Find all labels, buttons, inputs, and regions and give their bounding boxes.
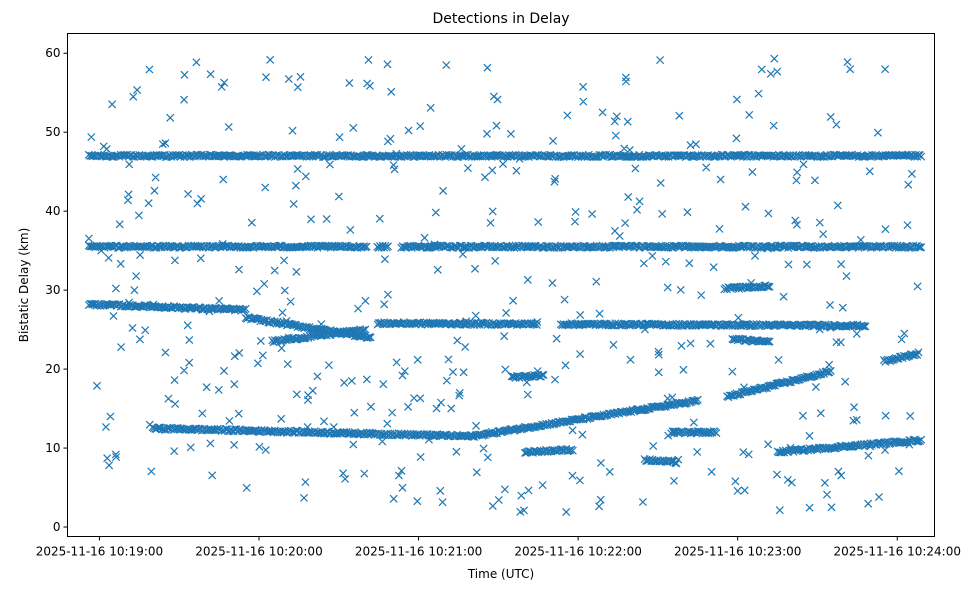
x-tick-label: 2025-11-16 10:21:00 [355,545,482,559]
x-axis-label: Time (UTC) [467,567,534,581]
chart-title: Detections in Delay [432,11,569,27]
y-tick-label: 60 [45,46,60,60]
x-tick-label: 2025-11-16 10:20:00 [195,545,322,559]
y-tick-label: 20 [45,362,60,376]
y-tick-label: 40 [45,204,60,218]
x-tick-label: 2025-11-16 10:24:00 [834,545,961,559]
y-axis: 0 10 20 30 40 50 60 [45,46,68,534]
x-axis: 2025-11-16 10:19:00 2025-11-16 10:20:00 20… [36,536,961,559]
y-tick-label: 50 [45,125,60,139]
scatter-markers [84,54,926,517]
x-tick-label: 2025-11-16 10:22:00 [514,545,641,559]
x-tick-label: 2025-11-16 10:19:00 [36,545,163,559]
plot-frame [67,33,935,537]
y-axis-label: Bistatic Delay (km) [17,228,31,343]
x-tick-label: 2025-11-16 10:23:00 [674,545,801,559]
y-tick-label: 0 [53,520,61,534]
y-tick-label: 10 [45,441,60,455]
plot-area [84,54,926,517]
y-tick-label: 30 [45,283,60,297]
